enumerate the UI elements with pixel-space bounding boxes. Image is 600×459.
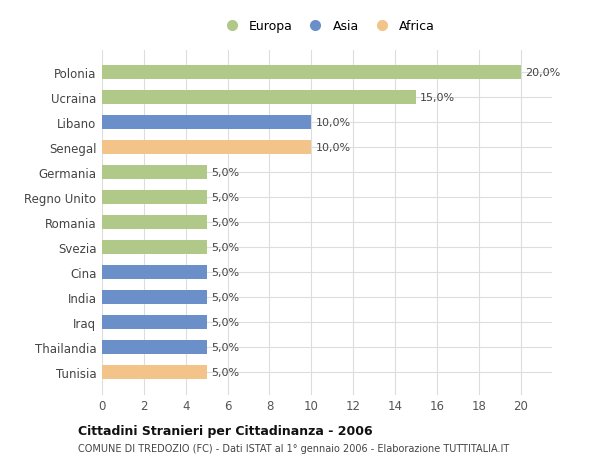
Text: 5,0%: 5,0% [211, 193, 239, 203]
Text: 5,0%: 5,0% [211, 218, 239, 228]
Text: 10,0%: 10,0% [316, 143, 350, 153]
Text: COMUNE DI TREDOZIO (FC) - Dati ISTAT al 1° gennaio 2006 - Elaborazione TUTTITALI: COMUNE DI TREDOZIO (FC) - Dati ISTAT al … [78, 443, 509, 453]
Bar [102, 116, 311, 130]
Bar [102, 141, 311, 155]
Bar [102, 341, 206, 354]
Bar [102, 241, 206, 254]
Text: 5,0%: 5,0% [211, 292, 239, 302]
Text: 5,0%: 5,0% [211, 242, 239, 252]
Text: 10,0%: 10,0% [316, 118, 350, 128]
Bar [102, 91, 416, 105]
Text: 5,0%: 5,0% [211, 342, 239, 353]
Text: 5,0%: 5,0% [211, 367, 239, 377]
Text: 15,0%: 15,0% [420, 93, 455, 103]
Bar [102, 166, 206, 179]
Text: 5,0%: 5,0% [211, 317, 239, 327]
Bar [102, 315, 206, 329]
Bar [102, 365, 206, 379]
Bar [102, 66, 521, 80]
Bar [102, 191, 206, 205]
Text: 20,0%: 20,0% [525, 68, 560, 78]
Bar [102, 266, 206, 280]
Text: 5,0%: 5,0% [211, 168, 239, 178]
Bar [102, 216, 206, 230]
Text: Cittadini Stranieri per Cittadinanza - 2006: Cittadini Stranieri per Cittadinanza - 2… [78, 424, 373, 437]
Legend: Europa, Asia, Africa: Europa, Asia, Africa [214, 16, 440, 39]
Text: 5,0%: 5,0% [211, 268, 239, 278]
Bar [102, 291, 206, 304]
